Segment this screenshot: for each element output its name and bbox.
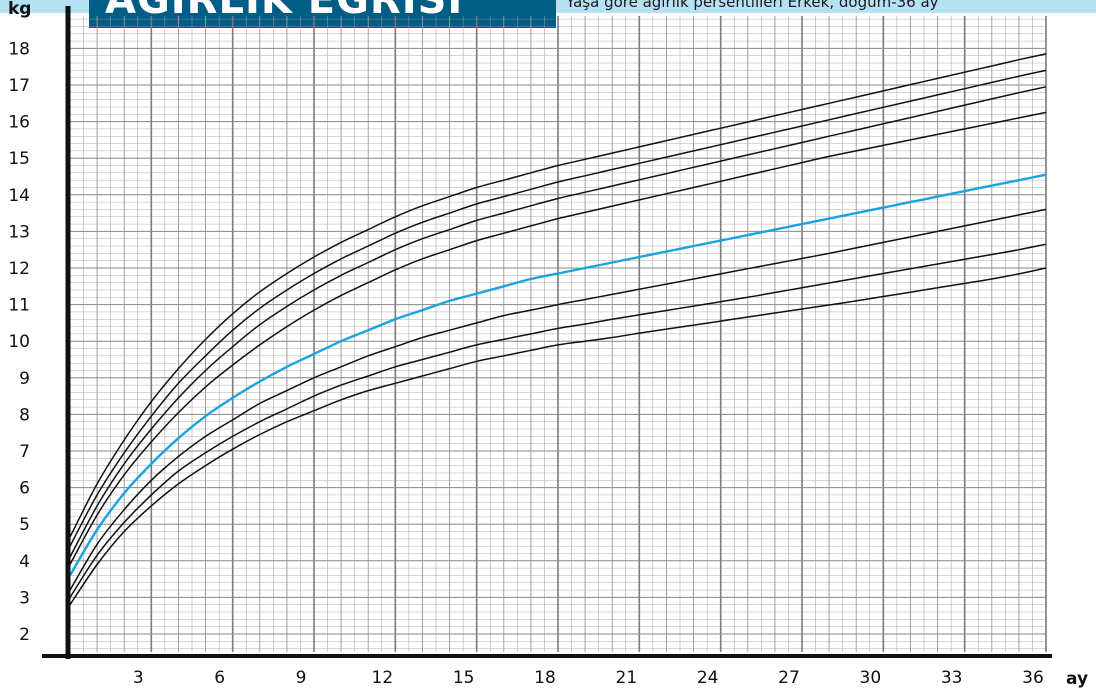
percentile-curve-2 — [69, 243, 1047, 598]
grid-major — [70, 16, 1047, 652]
chart-title: AĞIRLIK EĞRİSİ — [105, 0, 464, 23]
x-tick-label: 15 — [453, 668, 475, 688]
y-tick-label: 9 — [19, 369, 30, 389]
x-tick-label: 24 — [697, 668, 719, 688]
x-tick-label: 33 — [941, 668, 963, 688]
x-tick-label: 3 — [133, 668, 144, 688]
y-tick-labels: 2 3 4 5 6 7 8 9 10 11 12 13 14 15 16 17 18 — [8, 39, 30, 645]
y-tick-label: 5 — [19, 515, 30, 535]
x-tick-label: 30 — [860, 668, 882, 688]
y-tick-label: 12 — [8, 259, 30, 279]
x-tick-label: 12 — [372, 668, 394, 688]
y-tick-label: 7 — [19, 442, 30, 462]
x-tick-label: 6 — [214, 668, 225, 688]
y-tick-label: 16 — [8, 113, 30, 133]
x-tick-label: 36 — [1022, 668, 1044, 688]
x-tick-label: 27 — [778, 668, 800, 688]
chart-subtitle: Yaşa göre ağırlık persentilleri Erkek, d… — [566, 0, 939, 11]
percentile-curve-3 — [69, 208, 1047, 591]
percentile-curve-1 — [69, 267, 1047, 606]
y-axis-unit: kg — [8, 0, 31, 19]
percentile-curve-5 — [69, 111, 1047, 565]
y-tick-label: 11 — [8, 296, 30, 316]
percentile-curve-7 — [69, 69, 1047, 547]
percentile-curve-8 — [69, 53, 1047, 538]
axes — [42, 6, 1052, 659]
y-tick-label: 2 — [19, 625, 30, 645]
y-tick-label: 10 — [8, 332, 30, 352]
y-tick-label: 15 — [8, 149, 30, 169]
x-tick-label: 18 — [534, 668, 556, 688]
percentile-curve-6 — [69, 86, 1047, 558]
y-tick-label: 3 — [19, 588, 30, 608]
title-banner: AĞIRLIK EĞRİSİ — [89, 0, 556, 28]
percentile-curves — [68, 53, 1047, 606]
y-tick-label: 13 — [8, 222, 30, 242]
x-axis-unit: ay — [1066, 669, 1088, 688]
y-tick-label: 6 — [19, 479, 30, 499]
x-tick-labels: 3 6 9 12 15 18 21 24 27 30 33 36 — [133, 668, 1044, 688]
y-tick-label: 8 — [19, 405, 30, 425]
y-tick-label: 4 — [19, 552, 30, 572]
x-tick-label: 21 — [616, 668, 638, 688]
median-curve — [68, 173, 1047, 577]
y-tick-label: 17 — [8, 76, 30, 96]
y-tick-label: 14 — [8, 186, 30, 206]
x-tick-label: 9 — [296, 668, 307, 688]
y-tick-label: 18 — [8, 39, 30, 59]
